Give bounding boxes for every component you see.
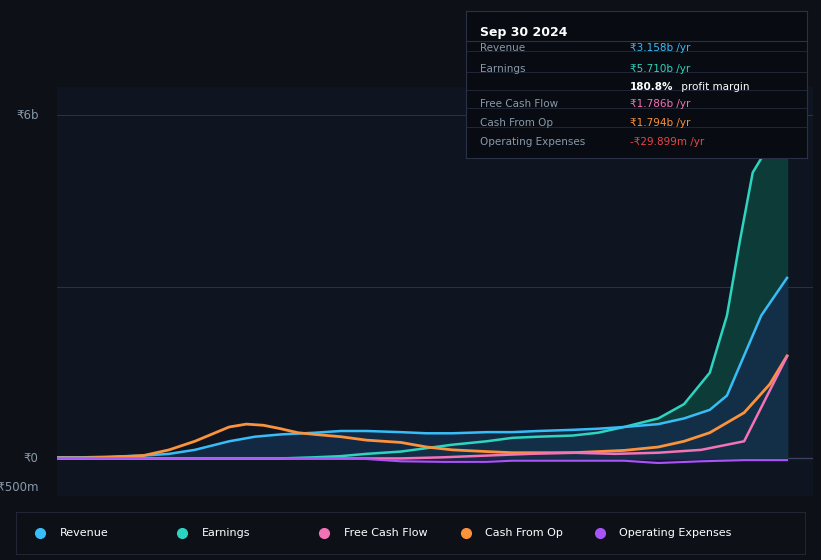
Text: 2023: 2023: [644, 518, 673, 531]
Text: 2020: 2020: [386, 518, 415, 531]
Text: 2021: 2021: [472, 518, 502, 531]
Text: profit margin: profit margin: [677, 82, 749, 92]
Text: ₹1.794b /yr: ₹1.794b /yr: [630, 118, 690, 128]
Text: 2017: 2017: [128, 518, 158, 531]
Text: Cash From Op: Cash From Op: [480, 118, 553, 128]
Text: Revenue: Revenue: [60, 529, 108, 538]
Text: 2019: 2019: [300, 518, 330, 531]
Text: ₹0: ₹0: [24, 452, 39, 465]
Text: -₹500m: -₹500m: [0, 480, 39, 493]
Text: ₹6b: ₹6b: [16, 109, 39, 122]
Text: Earnings: Earnings: [480, 64, 525, 74]
Text: Sep 30 2024: Sep 30 2024: [480, 26, 567, 39]
Text: 180.8%: 180.8%: [630, 82, 673, 92]
Text: ₹1.786b /yr: ₹1.786b /yr: [630, 99, 690, 109]
Text: 2022: 2022: [557, 518, 587, 531]
Text: Free Cash Flow: Free Cash Flow: [343, 529, 427, 538]
Text: Operating Expenses: Operating Expenses: [480, 137, 585, 147]
Text: -₹29.899m /yr: -₹29.899m /yr: [630, 137, 704, 147]
Text: Cash From Op: Cash From Op: [485, 529, 563, 538]
Text: Revenue: Revenue: [480, 44, 525, 53]
Text: Earnings: Earnings: [202, 529, 250, 538]
Text: 2024: 2024: [729, 518, 759, 531]
Text: ₹3.158b /yr: ₹3.158b /yr: [630, 44, 690, 53]
Text: Free Cash Flow: Free Cash Flow: [480, 99, 558, 109]
Text: Operating Expenses: Operating Expenses: [619, 529, 732, 538]
Text: ₹5.710b /yr: ₹5.710b /yr: [630, 64, 690, 74]
Text: 2018: 2018: [214, 518, 244, 531]
